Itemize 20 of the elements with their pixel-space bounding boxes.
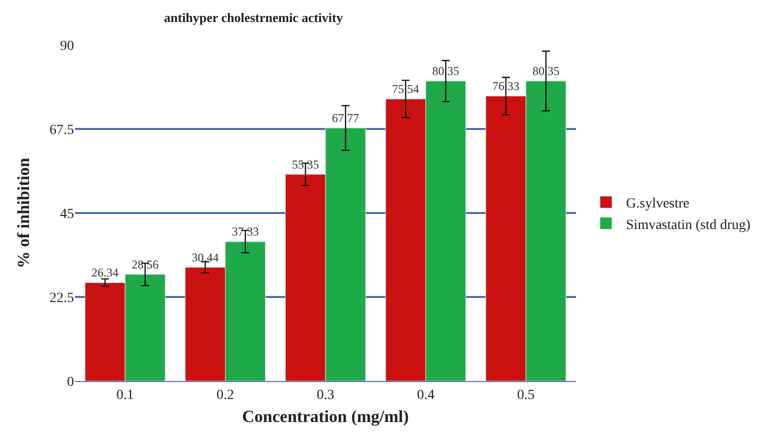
x-tick-label: 0.2 [216,388,234,403]
y-tick-label: 22.5 [50,290,74,306]
x-axis-title: Concentration (mg/ml) [242,407,409,426]
legend-label: G.sylvestre [626,196,690,212]
data-label: 55.35 [292,157,319,172]
y-tick-label: 67.5 [50,122,74,138]
x-tick-label: 0.1 [116,388,134,403]
y-tick-label: 90 [60,38,74,54]
y-tick-label: 45 [60,206,74,222]
data-label: 28.56 [132,257,159,272]
y-axis-title: % of inhibition [14,157,34,268]
data-label: 30.44 [192,250,219,264]
data-label: 26.34 [92,266,119,280]
y-tick-label: 0 [67,374,74,390]
legend-label: Simvastatin (std drug) [626,218,751,233]
data-label: 37.33 [232,224,259,239]
x-tick-label: 0.5 [517,388,535,403]
x-tick-label: 0.3 [316,388,334,403]
chart-title: antihyper cholestrnemic activity [164,10,344,26]
x-tick-label: 0.4 [416,388,434,403]
